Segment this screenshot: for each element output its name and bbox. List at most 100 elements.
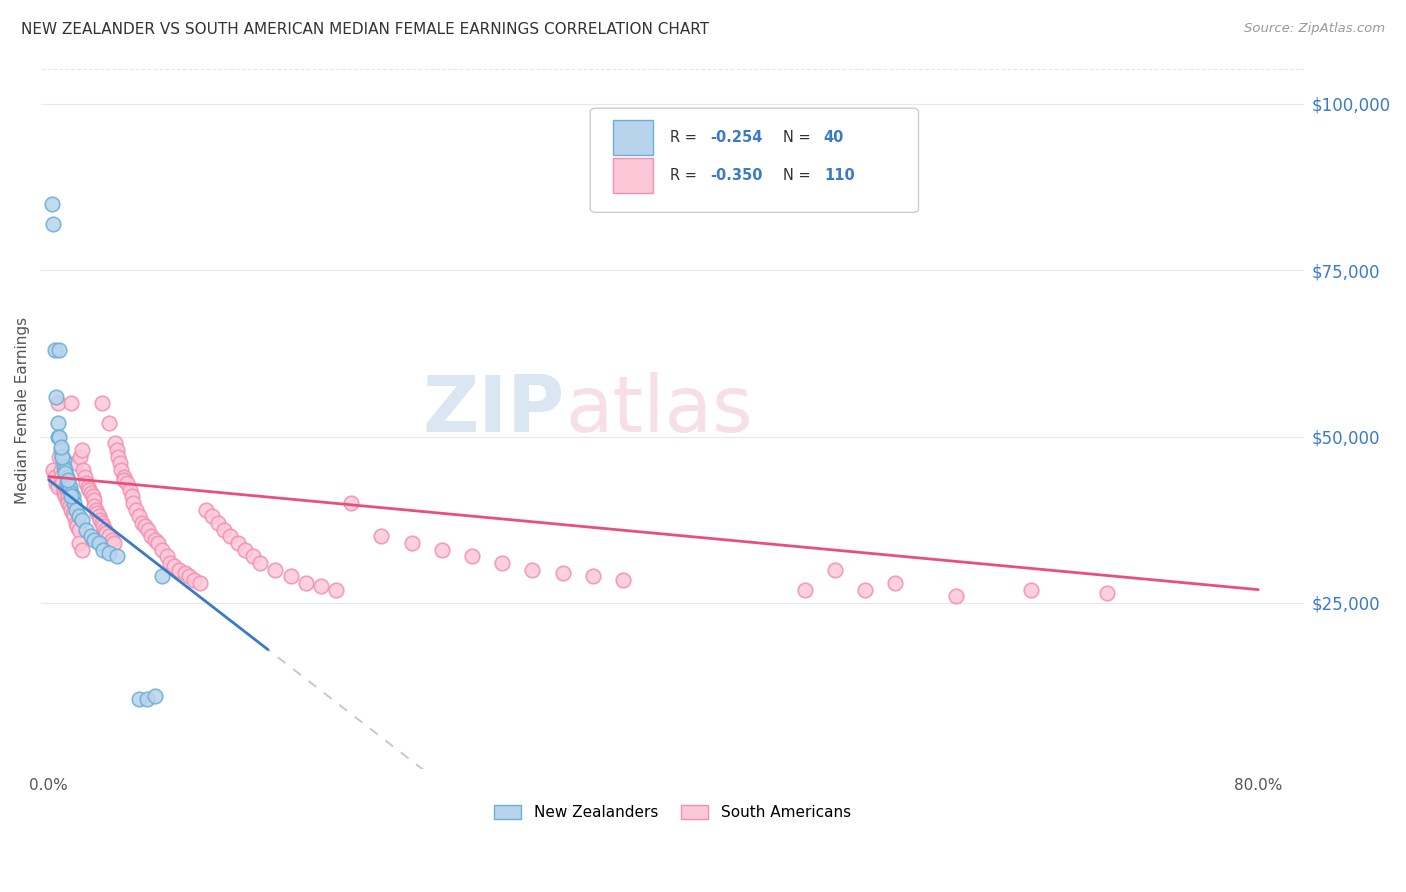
Point [52, 483, 75, 497]
Point [233, 542, 256, 557]
Point [42, 463, 65, 477]
Point [136, 692, 159, 706]
Point [83, 500, 105, 514]
Point [125, 503, 148, 517]
Point [179, 569, 201, 583]
Text: NEW ZEALANDER VS SOUTH AMERICAN MEDIAN FEMALE EARNINGS CORRELATION CHART: NEW ZEALANDER VS SOUTH AMERICAN MEDIAN F… [21, 22, 709, 37]
Point [89, 513, 111, 527]
Point [58, 476, 80, 491]
Point [70, 442, 93, 457]
Point [58, 496, 80, 510]
Point [167, 563, 190, 577]
Point [77, 479, 100, 493]
Point [340, 496, 363, 510]
Point [73, 469, 96, 483]
Point [159, 556, 181, 570]
Point [87, 509, 110, 524]
FancyBboxPatch shape [591, 108, 918, 212]
Point [67, 523, 90, 537]
Point [112, 473, 135, 487]
Point [44, 469, 66, 483]
Point [65, 503, 87, 517]
Point [80, 486, 103, 500]
Point [62, 490, 84, 504]
Point [249, 556, 271, 570]
Point [1095, 586, 1118, 600]
Point [173, 566, 195, 580]
Point [105, 442, 128, 457]
Point [183, 573, 205, 587]
Point [242, 549, 264, 564]
Text: R =: R = [669, 169, 702, 183]
Point [49, 442, 72, 457]
Point [143, 689, 166, 703]
Point [59, 483, 82, 497]
Point [163, 559, 186, 574]
Point [143, 533, 166, 547]
Point [83, 492, 105, 507]
Text: R =: R = [669, 130, 702, 145]
Point [201, 509, 224, 524]
Point [82, 490, 104, 504]
Point [45, 390, 67, 404]
Text: atlas: atlas [565, 372, 752, 448]
Point [138, 523, 160, 537]
Point [90, 516, 112, 530]
FancyBboxPatch shape [613, 120, 654, 155]
Point [59, 500, 82, 514]
Point [60, 486, 83, 500]
Point [98, 529, 121, 543]
Point [112, 469, 135, 483]
Point [104, 436, 127, 450]
Point [51, 450, 73, 464]
Point [66, 519, 89, 533]
Point [86, 506, 108, 520]
Point [461, 549, 484, 564]
Legend: New Zealanders, South Americans: New Zealanders, South Americans [488, 799, 856, 826]
Point [103, 536, 125, 550]
Point [46, 417, 69, 431]
Point [853, 582, 876, 597]
Point [150, 542, 173, 557]
Point [63, 509, 86, 524]
Point [48, 450, 70, 464]
Point [70, 542, 93, 557]
Point [56, 492, 79, 507]
Point [67, 509, 90, 524]
Point [53, 490, 76, 504]
Point [84, 503, 107, 517]
Point [93, 523, 115, 537]
Point [75, 523, 97, 537]
Point [430, 542, 453, 557]
Point [141, 529, 163, 543]
Point [128, 692, 150, 706]
Point [120, 483, 142, 497]
Point [41, 196, 63, 211]
Point [46, 429, 69, 443]
Point [101, 533, 124, 547]
Point [90, 396, 112, 410]
Point [70, 513, 93, 527]
Point [117, 476, 139, 491]
Point [79, 483, 101, 497]
Point [98, 546, 121, 560]
Point [52, 453, 75, 467]
Point [582, 569, 605, 583]
Point [226, 536, 249, 550]
Point [155, 549, 177, 564]
Point [94, 526, 117, 541]
Text: 40: 40 [824, 130, 844, 145]
Point [207, 516, 229, 530]
Point [63, 496, 86, 510]
Text: ZIP: ZIP [423, 372, 565, 448]
Point [91, 519, 114, 533]
Point [52, 459, 75, 474]
Point [56, 483, 79, 497]
Point [58, 490, 80, 504]
Point [49, 440, 72, 454]
Point [110, 463, 132, 477]
Point [105, 549, 128, 564]
Point [69, 450, 91, 464]
Point [294, 576, 316, 591]
Point [49, 469, 72, 483]
